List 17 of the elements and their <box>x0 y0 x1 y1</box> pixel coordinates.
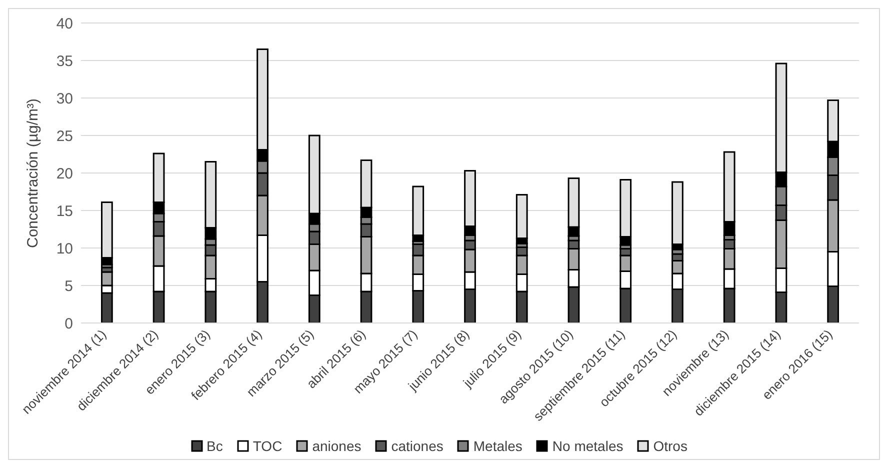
y-tick-label: 5 <box>64 278 73 295</box>
legend-label: Otros <box>653 438 688 454</box>
y-axis-title: Concentración (µg/m³) <box>24 98 42 248</box>
y-tick-label: 35 <box>56 52 73 70</box>
y-tick-label: 30 <box>56 90 73 108</box>
y-tick-label: 40 <box>56 15 73 32</box>
y-tick-label: 25 <box>56 128 73 145</box>
legend-label: cationes <box>391 438 444 454</box>
y-tick-label: 0 <box>64 315 73 332</box>
legend-label: Bc <box>206 438 223 454</box>
y-tick-label: 20 <box>56 165 73 182</box>
legend-label: Metales <box>473 438 522 454</box>
legend-label: No metales <box>552 438 624 454</box>
y-tick-label: 15 <box>56 202 73 220</box>
legend-label: aniones <box>312 438 362 454</box>
y-tick-label: 10 <box>56 240 73 258</box>
legend-label: TOC <box>252 438 282 454</box>
